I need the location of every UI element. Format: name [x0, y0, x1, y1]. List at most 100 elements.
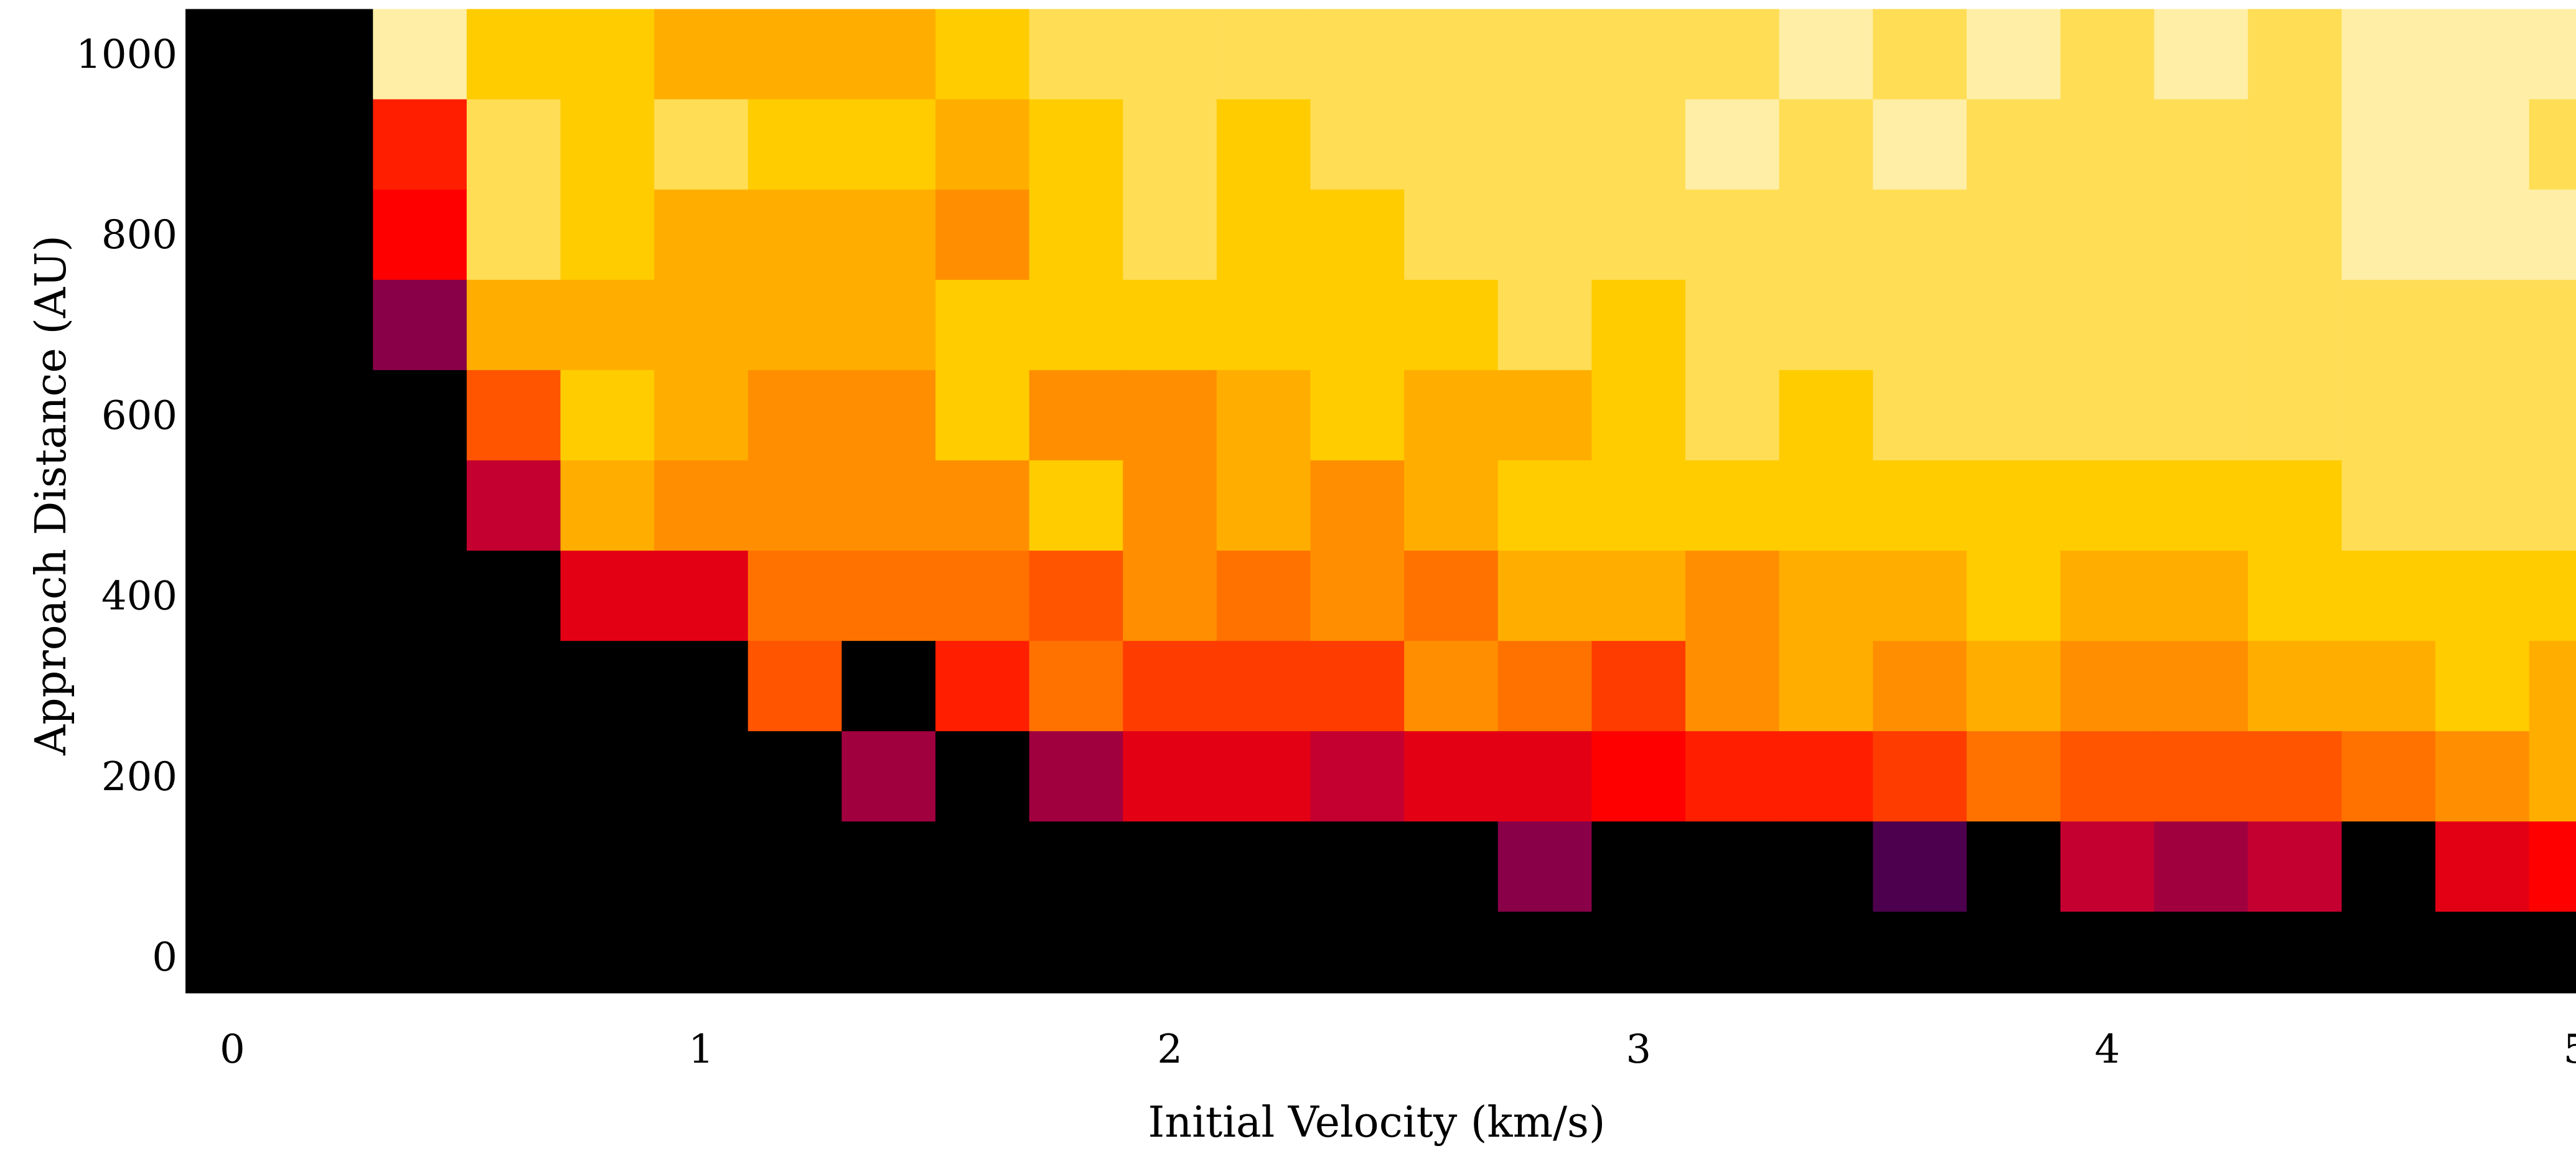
- heatmap-cell: [185, 551, 280, 641]
- heatmap-cell: [841, 279, 936, 371]
- heatmap-cell: [1216, 99, 1311, 190]
- heatmap-cell: [2341, 641, 2436, 732]
- heatmap-cell: [466, 99, 561, 190]
- heatmap-cell: [747, 821, 842, 913]
- heatmap-cell: [2154, 189, 2249, 281]
- heatmap-cell: [2435, 99, 2530, 190]
- heatmap-cell: [2154, 911, 2249, 994]
- heatmap-cell: [1029, 460, 1123, 551]
- heatmap-cell: [373, 9, 467, 100]
- heatmap-cell: [466, 911, 561, 994]
- heatmap-cell: [1591, 189, 1686, 281]
- heatmap-cell: [2529, 731, 2576, 822]
- heatmap-cell: [2529, 641, 2576, 732]
- y-tick-label: 0: [152, 934, 177, 981]
- heatmap-cell: [185, 189, 280, 281]
- heatmap-cell: [2341, 99, 2436, 190]
- heatmap-cell: [1404, 9, 1499, 100]
- heatmap-cell: [373, 641, 467, 732]
- heatmap-cell: [279, 279, 373, 371]
- heatmap-cell: [2247, 551, 2343, 641]
- heatmap-cell: [2435, 821, 2530, 913]
- heatmap-cell: [1779, 911, 1873, 994]
- heatmap-cell: [841, 460, 936, 551]
- heatmap-cell: [466, 370, 561, 461]
- heatmap-cell: [2529, 370, 2576, 461]
- heatmap-cell: [1685, 9, 1780, 100]
- heatmap-cell: [1779, 279, 1873, 371]
- heatmap-cell: [1685, 99, 1780, 190]
- heatmap-cell: [1873, 189, 1967, 281]
- heatmap-cell: [560, 279, 655, 371]
- heatmap-cell: [1029, 641, 1123, 732]
- heatmap-cell: [2247, 189, 2343, 281]
- heatmap-cell: [1216, 279, 1311, 371]
- heatmap-cell: [1216, 189, 1311, 281]
- heatmap-cell: [1966, 189, 2061, 281]
- heatmap-cell: [1497, 460, 1593, 551]
- heatmap-cell: [1123, 9, 1217, 100]
- heatmap-cell: [841, 189, 936, 281]
- heatmap-cell: [654, 460, 749, 551]
- heatmap-cell: [2341, 551, 2436, 641]
- heatmap-cell: [935, 821, 1030, 913]
- heatmap-cell: [1873, 551, 1967, 641]
- x-tick-label: 3: [1626, 1027, 1651, 1073]
- heatmap-cell: [654, 551, 749, 641]
- heatmap-cell: [2154, 821, 2249, 913]
- heatmap-cell: [2435, 641, 2530, 732]
- heatmap-cell: [1310, 460, 1405, 551]
- heatmap-cell: [2247, 279, 2343, 371]
- heatmap-cell: [185, 9, 280, 100]
- heatmap-cell: [1966, 911, 2061, 994]
- heatmap-cell: [1966, 9, 2061, 100]
- heatmap-cell: [185, 731, 280, 822]
- heatmap-cell: [1873, 99, 1967, 190]
- heatmap-cell: [1029, 189, 1123, 281]
- heatmap-cell: [1123, 821, 1217, 913]
- heatmap-cell: [1216, 731, 1311, 822]
- heatmap-cell: [2060, 9, 2155, 100]
- y-tick-label: 600: [101, 393, 177, 439]
- heatmap-cell: [1123, 731, 1217, 822]
- heatmap-cell: [1873, 460, 1967, 551]
- x-tick-label: 2: [1157, 1027, 1183, 1073]
- heatmap-cell: [2341, 279, 2436, 371]
- heatmap-cell: [1216, 460, 1311, 551]
- heatmap-cell: [2435, 279, 2530, 371]
- heatmap-cell: [1310, 189, 1405, 281]
- heatmap-cell: [1966, 99, 2061, 190]
- heatmap-cell: [1591, 99, 1686, 190]
- heatmap-cell: [1779, 821, 1873, 913]
- heatmap-cell: [747, 189, 842, 281]
- heatmap-cell: [1216, 551, 1311, 641]
- x-axis-title: Initial Velocity (km/s): [1148, 1098, 1606, 1147]
- heatmap-cell: [1497, 821, 1593, 913]
- heatmap-cell: [466, 821, 561, 913]
- heatmap-cell: [2341, 9, 2436, 100]
- heatmap-cell: [1873, 641, 1967, 732]
- heatmap-cell: [1966, 731, 2061, 822]
- heatmap-cell: [373, 911, 467, 994]
- heatmap-cell: [279, 641, 373, 732]
- heatmap-cell: [935, 370, 1030, 461]
- heatmap-cell: [1029, 370, 1123, 461]
- heatmap-cell: [2435, 731, 2530, 822]
- heatmap-cell: [560, 551, 655, 641]
- heatmap-cell: [279, 460, 373, 551]
- heatmap-cell: [1216, 370, 1311, 461]
- heatmap-cell: [1966, 370, 2061, 461]
- heatmap-cell: [466, 731, 561, 822]
- heatmap-cell: [185, 641, 280, 732]
- heatmap-cell: [2435, 370, 2530, 461]
- heatmap-cell: [1873, 821, 1967, 913]
- heatmap-cell: [560, 821, 655, 913]
- heatmap-cell: [2154, 370, 2249, 461]
- heatmap-cell: [185, 460, 280, 551]
- heatmap-cell: [373, 731, 467, 822]
- heatmap-cell: [747, 911, 842, 994]
- heatmap-cell: [1404, 370, 1499, 461]
- heatmap-cell: [1497, 641, 1593, 732]
- heatmap-cell: [935, 551, 1030, 641]
- heatmap-cell: [841, 9, 936, 100]
